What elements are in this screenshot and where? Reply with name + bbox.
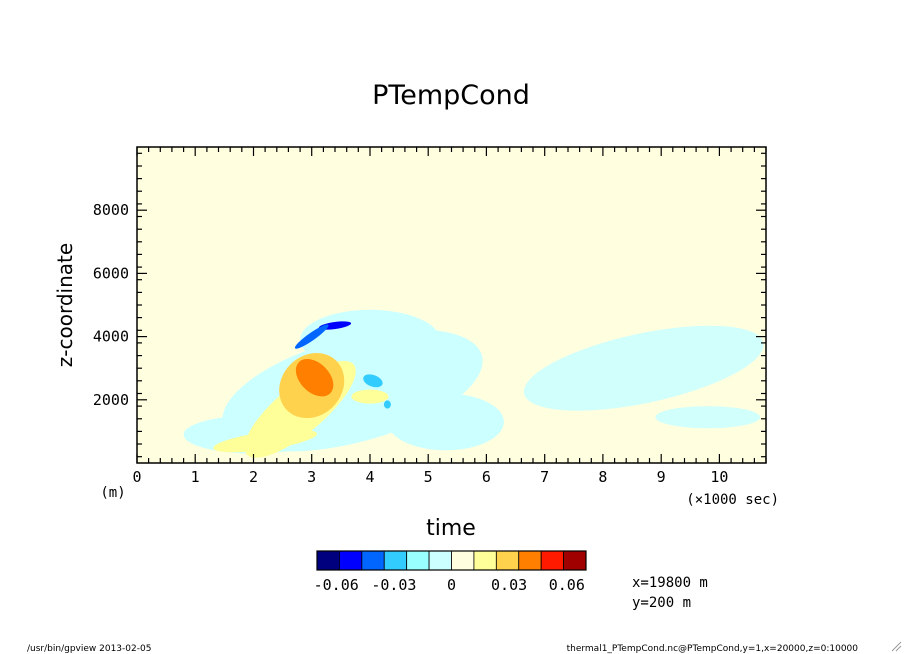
contour-region [213, 429, 318, 453]
x-axis-title: time [426, 516, 476, 541]
x-tick-label: 6 [482, 468, 491, 486]
y-axis: 2000 4000 6000 8000 [93, 152, 766, 458]
y-unit-label: (m) [100, 485, 125, 501]
colorbar-swatch [473, 550, 497, 571]
colorbar-swatch [339, 550, 363, 571]
coord-x-label: x=19800 m [632, 575, 708, 591]
colorbar-swatch [406, 550, 430, 571]
colorbar-tick-label: -0.06 [314, 576, 359, 594]
footer-left: /usr/bin/gpview 2013-02-05 [27, 644, 151, 654]
colorbar-swatch [518, 550, 542, 571]
y-tick-label: 4000 [93, 328, 129, 346]
contour-region [387, 393, 504, 451]
colorbar-swatch [361, 550, 385, 571]
colorbar-swatch [316, 550, 340, 571]
colorbar-tick-label: 0 [447, 576, 456, 594]
x-tick-label: 2 [249, 468, 258, 486]
y-tick-label: 6000 [93, 264, 129, 282]
y-axis-title: z-coordinate [53, 243, 77, 367]
colorbar-swatch [451, 550, 475, 571]
field-contours [183, 309, 764, 458]
x-tick-label: 9 [657, 468, 666, 486]
colorbar-swatch [428, 550, 452, 571]
x-tick-label: 0 [132, 468, 141, 486]
colorbar-swatch [563, 550, 587, 571]
resize-grip-icon[interactable] [890, 640, 902, 652]
colorbar: -0.06 -0.03 0 0.03 0.06 [314, 550, 587, 594]
contour-region [294, 324, 329, 349]
colorbar-swatch [540, 550, 564, 571]
x-tick-label: 10 [710, 468, 728, 486]
contour-region [655, 406, 761, 429]
contour-region [295, 358, 334, 397]
contour-region [351, 389, 389, 404]
colorbar-frame [316, 550, 587, 571]
y-tick-label: 2000 [93, 391, 129, 409]
coord-y-label: y=200 m [632, 595, 691, 611]
colorbar-swatch [383, 550, 408, 571]
colorbar-tick-label: 0.06 [549, 576, 585, 594]
y-tick-label: 8000 [93, 201, 129, 219]
contour-region [523, 325, 764, 411]
contour-region [363, 374, 383, 388]
x-tick-label: 4 [365, 468, 374, 486]
colorbar-swatch [495, 550, 520, 571]
colorbar-tick-label: 0.03 [491, 576, 527, 594]
x-unit-label: (×1000 sec) [686, 492, 779, 508]
x-tick-label: 3 [307, 468, 316, 486]
x-axis: 0 1 2 3 4 5 6 7 8 9 10 [132, 147, 767, 486]
x-tick-label: 1 [191, 468, 200, 486]
contour-region [383, 400, 391, 409]
chart-title: PTempCond [372, 80, 530, 111]
footer-right: thermal1_PTempCond.nc@PTempCond,y=1,x=20… [567, 644, 859, 654]
colorbar-tick-label: -0.03 [371, 576, 416, 594]
x-tick-label: 7 [540, 468, 549, 486]
x-tick-label: 5 [424, 468, 433, 486]
x-tick-label: 8 [598, 468, 607, 486]
